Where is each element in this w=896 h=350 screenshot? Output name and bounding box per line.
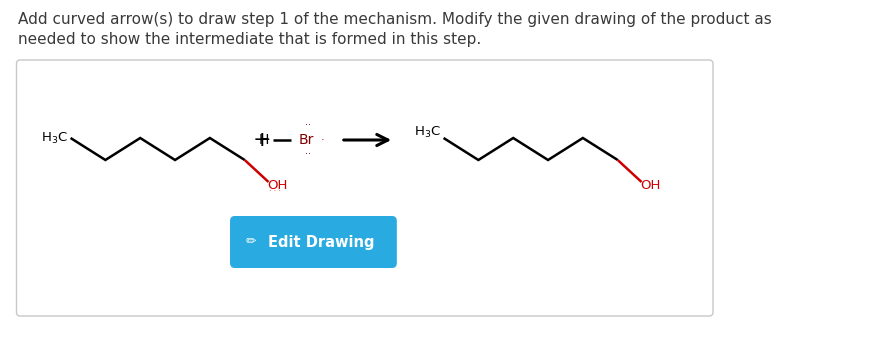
Text: ··: ··	[305, 149, 311, 160]
Text: +: +	[253, 130, 271, 150]
FancyBboxPatch shape	[230, 216, 397, 268]
Text: H: H	[259, 133, 269, 147]
Text: Add curved arrow(s) to draw step 1 of the mechanism. Modify the given drawing of: Add curved arrow(s) to draw step 1 of th…	[18, 12, 772, 27]
Text: OH: OH	[641, 179, 661, 192]
Text: ✏: ✏	[246, 236, 256, 248]
FancyBboxPatch shape	[16, 60, 713, 316]
Text: needed to show the intermediate that is formed in this step.: needed to show the intermediate that is …	[18, 32, 481, 47]
Text: Edit Drawing: Edit Drawing	[268, 234, 374, 250]
Text: H$_3$C: H$_3$C	[414, 125, 441, 140]
Text: Br: Br	[298, 133, 314, 147]
Text: ·: ·	[321, 135, 324, 145]
Text: H$_3$C: H$_3$C	[41, 131, 68, 146]
Text: · · ·: · · ·	[270, 188, 281, 196]
Text: ··: ··	[305, 120, 311, 131]
Text: OH: OH	[268, 179, 288, 192]
